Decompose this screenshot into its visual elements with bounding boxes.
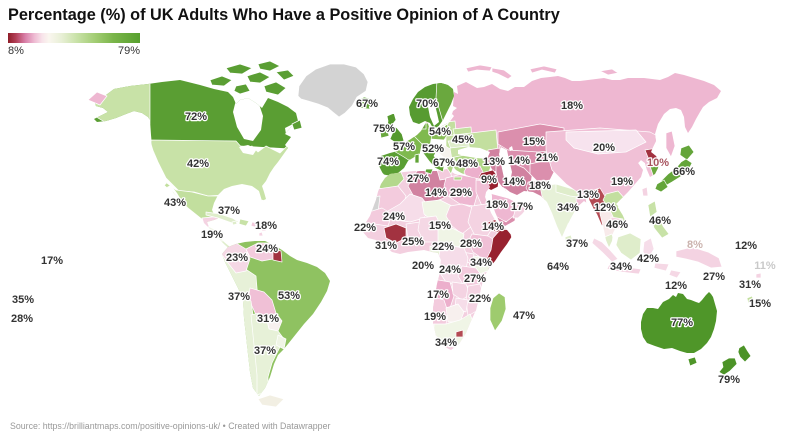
svg-text:13%: 13% [577, 189, 599, 201]
svg-text:31%: 31% [257, 313, 279, 325]
svg-text:22%: 22% [354, 222, 376, 234]
svg-text:35%: 35% [12, 294, 34, 306]
svg-text:24%: 24% [256, 243, 278, 255]
svg-text:53%: 53% [278, 290, 300, 302]
svg-text:20%: 20% [412, 260, 434, 272]
svg-text:22%: 22% [469, 293, 491, 305]
svg-text:15%: 15% [429, 220, 451, 232]
svg-text:74%: 74% [377, 156, 399, 168]
svg-text:9%: 9% [481, 174, 497, 186]
svg-text:34%: 34% [435, 337, 457, 349]
svg-text:57%: 57% [393, 141, 415, 153]
svg-text:77%: 77% [671, 317, 693, 329]
svg-text:14%: 14% [503, 176, 525, 188]
svg-text:21%: 21% [536, 152, 558, 164]
svg-text:34%: 34% [470, 257, 492, 269]
svg-text:42%: 42% [187, 158, 209, 170]
svg-text:17%: 17% [427, 289, 449, 301]
svg-text:72%: 72% [185, 111, 207, 123]
svg-text:24%: 24% [439, 264, 461, 276]
svg-text:31%: 31% [375, 240, 397, 252]
svg-text:43%: 43% [164, 197, 186, 209]
svg-text:8%: 8% [687, 239, 703, 251]
svg-text:31%: 31% [739, 279, 761, 291]
svg-text:34%: 34% [610, 261, 632, 273]
svg-text:12%: 12% [665, 280, 687, 292]
svg-text:18%: 18% [486, 199, 508, 211]
svg-text:45%: 45% [452, 134, 474, 146]
svg-text:20%: 20% [593, 142, 615, 154]
svg-text:37%: 37% [218, 205, 240, 217]
svg-text:54%: 54% [429, 126, 451, 138]
svg-text:28%: 28% [460, 238, 482, 250]
svg-text:18%: 18% [561, 100, 583, 112]
svg-text:27%: 27% [464, 273, 486, 285]
svg-text:67%: 67% [433, 157, 455, 169]
svg-text:25%: 25% [402, 236, 424, 248]
svg-text:12%: 12% [735, 240, 757, 252]
svg-text:29%: 29% [450, 187, 472, 199]
svg-text:34%: 34% [557, 202, 579, 214]
svg-text:47%: 47% [513, 310, 535, 322]
svg-text:11%: 11% [754, 260, 776, 272]
svg-text:19%: 19% [424, 311, 446, 323]
svg-text:14%: 14% [425, 187, 447, 199]
svg-text:67%: 67% [356, 98, 378, 110]
svg-text:19%: 19% [201, 229, 223, 241]
svg-text:12%: 12% [594, 202, 616, 214]
svg-text:14%: 14% [508, 155, 530, 167]
svg-text:66%: 66% [673, 166, 695, 178]
svg-text:22%: 22% [432, 241, 454, 253]
svg-text:37%: 37% [228, 291, 250, 303]
svg-text:17%: 17% [511, 201, 533, 213]
svg-text:14%: 14% [482, 221, 504, 233]
svg-text:48%: 48% [456, 158, 478, 170]
svg-text:19%: 19% [611, 176, 633, 188]
svg-text:24%: 24% [383, 211, 405, 223]
svg-text:27%: 27% [407, 173, 429, 185]
svg-text:17%: 17% [41, 255, 63, 267]
svg-text:10%: 10% [647, 157, 669, 169]
svg-text:18%: 18% [529, 180, 551, 192]
svg-text:37%: 37% [254, 345, 276, 357]
svg-text:64%: 64% [547, 261, 569, 273]
svg-text:70%: 70% [416, 98, 438, 110]
svg-text:13%: 13% [483, 156, 505, 168]
svg-text:46%: 46% [649, 215, 671, 227]
svg-text:46%: 46% [606, 219, 628, 231]
svg-text:23%: 23% [226, 252, 248, 264]
svg-text:18%: 18% [255, 220, 277, 232]
svg-text:27%: 27% [703, 271, 725, 283]
svg-text:52%: 52% [422, 143, 444, 155]
svg-text:75%: 75% [373, 123, 395, 135]
svg-text:37%: 37% [566, 238, 588, 250]
svg-text:28%: 28% [11, 313, 33, 325]
svg-text:79%: 79% [718, 374, 740, 386]
svg-text:15%: 15% [523, 136, 545, 148]
svg-text:15%: 15% [749, 298, 771, 310]
svg-text:42%: 42% [637, 253, 659, 265]
